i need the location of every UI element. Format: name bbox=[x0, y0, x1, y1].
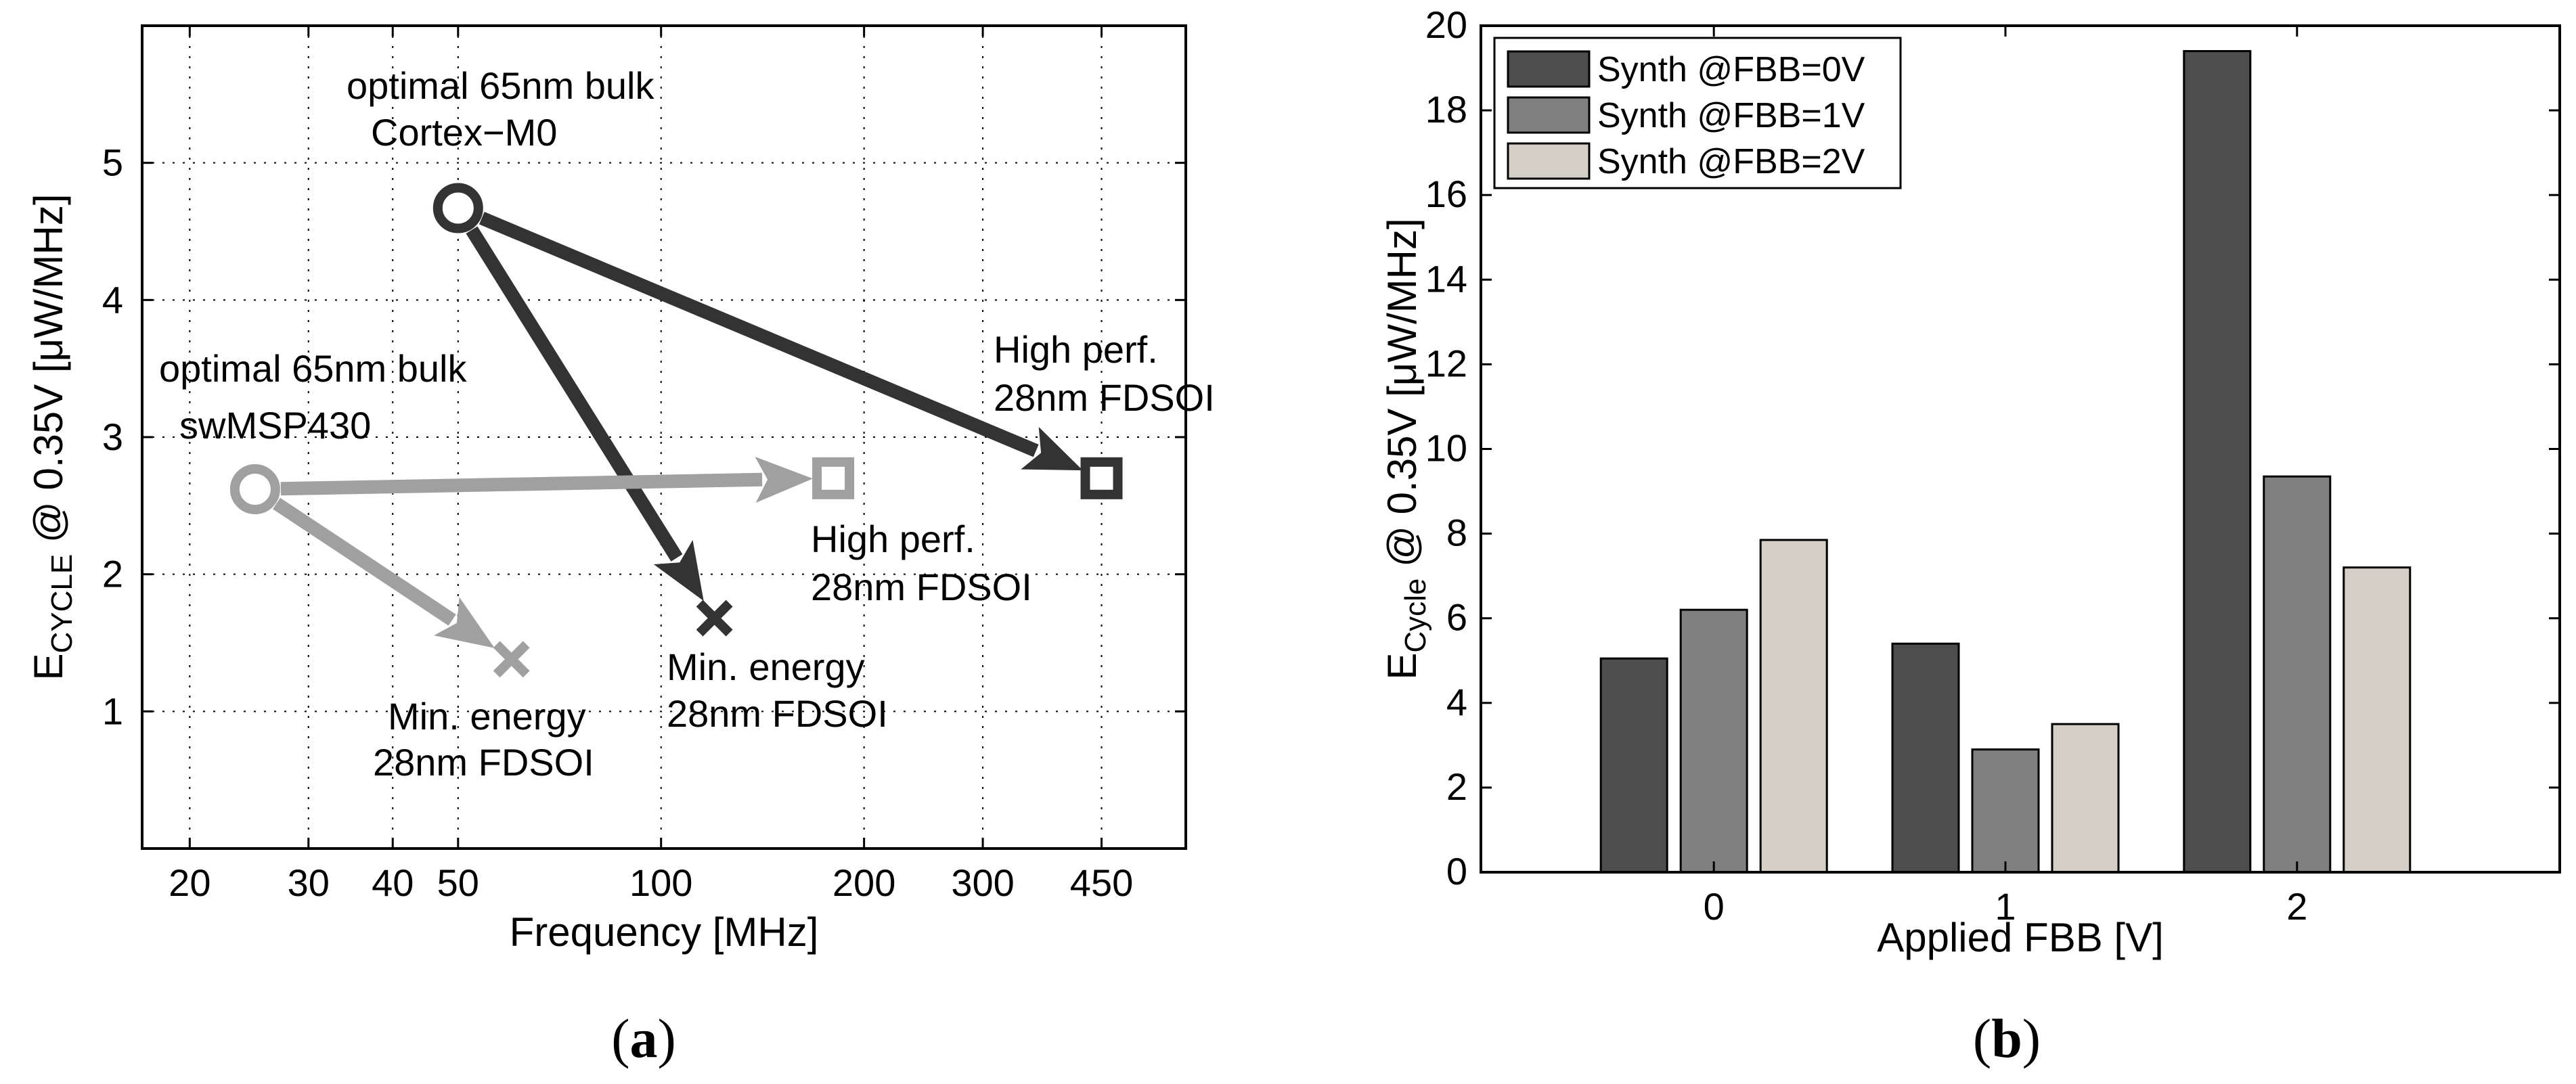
b-legend-swatch-0 bbox=[1507, 50, 1591, 88]
b-ylabel-sub: Cycle bbox=[1399, 579, 1432, 653]
a-y-tick-label: 1 bbox=[102, 690, 123, 732]
b-bar-cat1-series2 bbox=[2051, 723, 2120, 874]
a-grid bbox=[142, 26, 1186, 849]
a-annotation-msp-hp-line-1: 28nm FDSOI bbox=[811, 566, 1032, 608]
b-y-tick-label: 12 bbox=[1425, 342, 1467, 384]
a-x-tick-label: 20 bbox=[169, 861, 210, 904]
b-ticks bbox=[1481, 24, 2560, 874]
a-annotation-m0-bulk-line-1: Cortex−M0 bbox=[371, 111, 557, 154]
a-y-tick-label: 3 bbox=[102, 415, 123, 458]
a-marker-cross-msp-me bbox=[493, 641, 530, 678]
b-y-tick-label: 14 bbox=[1425, 257, 1467, 300]
b-bar-cat0-series1 bbox=[1679, 608, 1748, 874]
b-bar-cat1-series1 bbox=[1971, 748, 2040, 874]
b-ylabel-main: E bbox=[1379, 653, 1425, 680]
a-marker-cross-m0-me bbox=[696, 600, 733, 637]
b-y-tick-label: 16 bbox=[1425, 173, 1467, 215]
b-bar-cat0-series0 bbox=[1599, 657, 1668, 874]
a-ylabel-sub: CYCLE bbox=[45, 554, 79, 654]
a-arrow-head bbox=[1021, 426, 1083, 471]
a-ticks bbox=[142, 26, 1186, 849]
a-marker-square-msp-hp bbox=[812, 457, 855, 499]
a-x-tick-label: 100 bbox=[629, 861, 692, 904]
b-y-tick-label: 6 bbox=[1446, 596, 1467, 639]
a-arrow-shaft bbox=[479, 212, 1039, 457]
a-arrow-head bbox=[434, 597, 495, 648]
a-x-tick-label: 30 bbox=[288, 861, 330, 904]
b-y-tick-label: 4 bbox=[1446, 681, 1467, 723]
b-y-tick-label: 18 bbox=[1425, 88, 1467, 131]
a-ylabel-main: E bbox=[26, 653, 71, 680]
b-bars bbox=[1599, 50, 2412, 874]
panel-label-b: (b) bbox=[1973, 1008, 2041, 1069]
a-annotation-m0-hp-line-0: High perf. bbox=[994, 328, 1158, 371]
a-arrow-m0-bulk-to-m0-me bbox=[466, 226, 704, 602]
a-marker-circle-m0-bulk bbox=[432, 183, 483, 233]
b-ylabel-rest: @ 0.35V [μW/MHz] bbox=[1379, 218, 1425, 578]
a-annotation-msp-me-line-1: 28nm FDSOI bbox=[373, 741, 594, 784]
a-arrows bbox=[273, 212, 1083, 648]
a-y-axis-label: ECYCLE @ 0.35V [μW/MHz] bbox=[26, 194, 79, 681]
b-x-tick-label: 1 bbox=[1995, 885, 2016, 928]
panel-label-a: (a) bbox=[611, 1008, 676, 1069]
a-annotation-msp-hp-line-0: High perf. bbox=[811, 518, 975, 560]
b-y-tick-label: 8 bbox=[1446, 512, 1467, 554]
b-y-tick-label: 10 bbox=[1425, 427, 1467, 470]
a-arrow-head bbox=[755, 456, 814, 503]
a-annotation-m0-me-line-0: Min. energy bbox=[667, 646, 865, 688]
a-tick-labels: 20 30 40 50 100 200 300 450 1 2 3 4 5 bbox=[102, 141, 1133, 904]
a-x-tick-label: 50 bbox=[437, 861, 479, 904]
b-legend-label-2: Synth @FBB=2V bbox=[1597, 142, 1865, 181]
b-bar-cat2-series2 bbox=[2342, 566, 2412, 874]
a-x-axis-label: Frequency [MHz] bbox=[510, 909, 819, 955]
panel-a-scatter-chart: 20 30 40 50 100 200 300 450 1 2 3 4 5 optimal 65nm b… bbox=[26, 24, 1215, 1069]
a-arrow-msp-bulk-to-msp-hp bbox=[280, 456, 814, 503]
a-y-tick-label: 2 bbox=[102, 553, 123, 595]
b-y-tick-label: 20 bbox=[1425, 3, 1467, 46]
a-arrow-shaft bbox=[273, 497, 456, 626]
a-x-tick-label: 40 bbox=[372, 861, 414, 904]
b-x-tick-label: 0 bbox=[1704, 885, 1725, 928]
a-arrow-shaft bbox=[466, 226, 683, 562]
b-y-tick-label: 0 bbox=[1446, 850, 1467, 893]
b-legend-label-0: Synth @FBB=0V bbox=[1597, 50, 1865, 89]
b-x-tick-label: 2 bbox=[2286, 885, 2307, 928]
a-marker-square-m0-hp bbox=[1080, 457, 1123, 499]
b-bar-cat0-series2 bbox=[1759, 539, 1828, 874]
a-ylabel-rest: @ 0.35V [μW/MHz] bbox=[26, 194, 71, 554]
b-bar-cat2-series0 bbox=[2183, 50, 2252, 874]
a-marker-circle-msp-bulk bbox=[229, 464, 280, 515]
a-y-tick-label: 5 bbox=[102, 141, 123, 184]
b-bar-cat1-series0 bbox=[1891, 642, 1960, 874]
a-annotation-m0-me-line-1: 28nm FDSOI bbox=[667, 692, 888, 735]
b-bar-cat2-series1 bbox=[2263, 475, 2332, 874]
b-x-axis-label: Applied FBB [V] bbox=[1877, 915, 2164, 960]
a-x-tick-label: 300 bbox=[951, 861, 1014, 904]
a-x-tick-label: 450 bbox=[1070, 861, 1133, 904]
b-legend-swatch-2 bbox=[1507, 142, 1591, 180]
a-y-tick-label: 4 bbox=[102, 278, 123, 321]
b-legend: Synth @FBB=0V Synth @FBB=1V Synth @FBB=2V bbox=[1493, 37, 1902, 189]
a-annotation-m0-hp-line-1: 28nm FDSOI bbox=[994, 376, 1215, 419]
a-annotation-m0-bulk-line-0: optimal 65nm bulk bbox=[347, 64, 654, 107]
a-arrow-m0-bulk-to-m0-hp bbox=[479, 212, 1083, 471]
b-legend-label-1: Synth @FBB=1V bbox=[1597, 96, 1865, 135]
b-y-tick-label: 2 bbox=[1446, 765, 1467, 808]
a-markers bbox=[229, 183, 1123, 678]
a-x-tick-label: 200 bbox=[832, 861, 895, 904]
a-arrow-msp-bulk-to-msp-me bbox=[273, 497, 495, 648]
a-annotation-msp-bulk-line-1: swMSP430 bbox=[179, 404, 371, 447]
a-arrow-shaft bbox=[280, 472, 763, 496]
b-legend-swatch-1 bbox=[1507, 96, 1591, 134]
a-annotation-msp-me-line-0: Min. energy bbox=[388, 695, 586, 738]
a-annotation-msp-bulk-line-0: optimal 65nm bulk bbox=[159, 347, 467, 390]
a-arrow-head bbox=[653, 539, 704, 602]
b-y-axis-label: ECycle @ 0.35V [μW/MHz] bbox=[1379, 218, 1432, 679]
